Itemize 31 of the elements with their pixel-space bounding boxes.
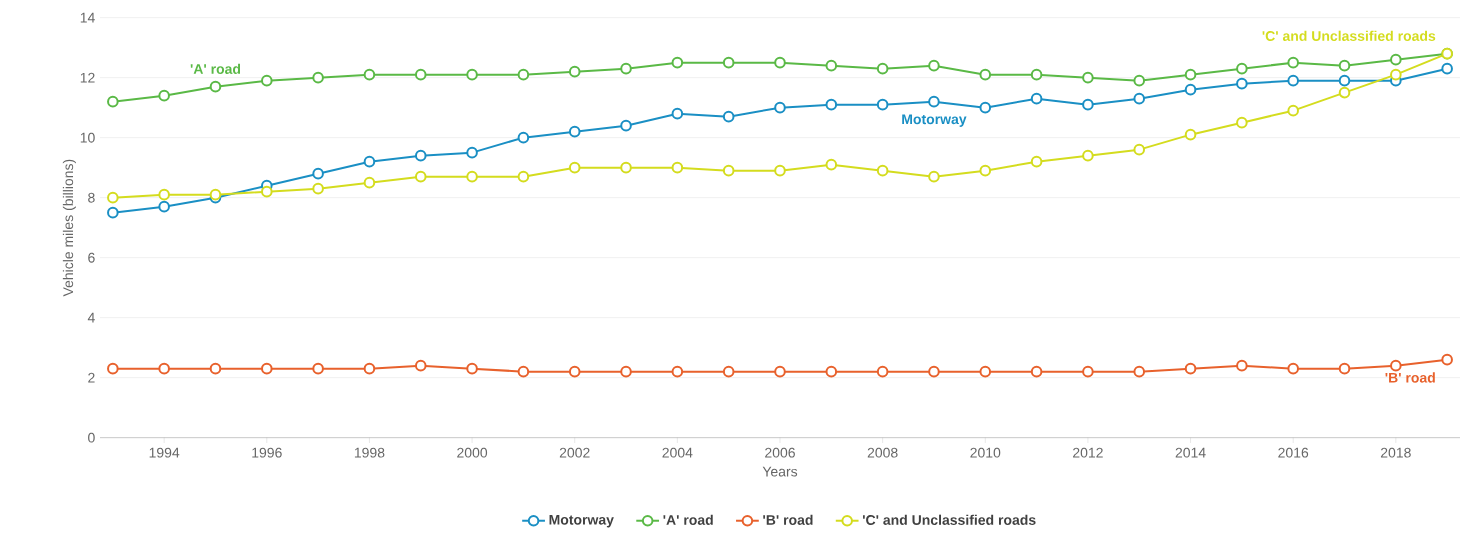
text: 'B' road [1385, 372, 1435, 383]
x-tick-label: 1996 [252, 447, 282, 458]
x-tick-label: 2018 [1380, 447, 1411, 458]
y-tick-label: 10 [80, 132, 95, 143]
x-tick-label: 2010 [970, 447, 1001, 458]
y-tick-label: 8 [88, 192, 95, 203]
legend-label: 'C' and Unclassified roads [862, 514, 1036, 526]
x-tick-label: 2006 [765, 447, 795, 458]
x-tick-label: 1998 [354, 447, 385, 458]
y-tick-label: 2 [88, 372, 95, 383]
x-tick-label: 2002 [559, 447, 590, 458]
legend-label: 'B' road [763, 514, 813, 526]
text: 'A' road [190, 63, 241, 75]
legend-label: Motorway [549, 515, 614, 528]
y-tick-label: 4 [87, 313, 95, 323]
y-axis-title: Vehicle miles (billions) [62, 159, 76, 297]
x-tick-label: 2008 [867, 447, 898, 458]
y-tick-label: 12 [80, 72, 95, 83]
x-axis-title: Years [762, 466, 798, 477]
y-tick-label: 6 [88, 252, 95, 263]
text: 'C' and Unclassified roads [1262, 30, 1436, 42]
y-tick-label: 0 [88, 432, 95, 443]
x-tick-label: 2016 [1278, 447, 1309, 458]
x-tick-label: 2012 [1073, 447, 1103, 458]
text: Motorway [902, 114, 967, 128]
x-tick-label: 1994 [149, 447, 180, 458]
y-tick-label: 14 [80, 13, 95, 23]
legend-label: 'A' road [663, 514, 713, 526]
x-tick-label: 2004 [662, 447, 693, 458]
x-tick-label: 2014 [1175, 447, 1206, 458]
x-tick-label: 2000 [457, 447, 488, 458]
